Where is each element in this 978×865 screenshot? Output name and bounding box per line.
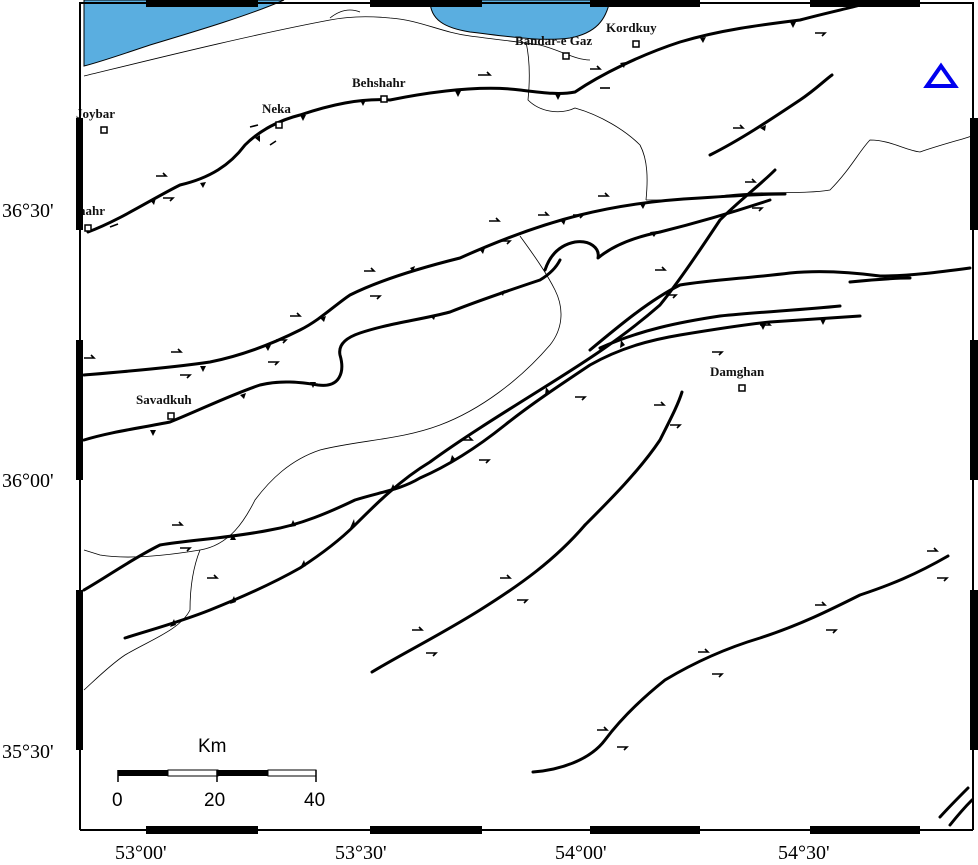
scale-tick-40: 40 [304,790,325,811]
scale-tick-20: 20 [204,790,225,811]
faults [82,3,974,827]
town-neka: Neka [262,101,291,116]
town-damghan: Damghan [710,364,765,379]
scale-tick-0: 0 [112,790,123,811]
slip-arrows [84,32,949,751]
left-frame-edge [76,3,973,834]
town-behshahr: Behshahr [352,75,406,90]
lat-label-1: 36°30' [2,200,54,222]
longitude-labels: 53°00' 53°30' 54°00' 54°30' [115,842,830,864]
province-boundaries [83,9,973,691]
town-labels: Bandar-e Gaz Kordkuy Behshahr Neka Joyba… [40,20,765,407]
town-joybar: Joybar [76,106,115,121]
latitude-labels: 36°30' 36°00' 35°30' [2,200,54,763]
lon-label-2: 53°30' [335,842,387,864]
lat-label-3: 35°30' [2,741,54,763]
town-savadkuh: Savadkuh [136,392,192,407]
triangle-icon [923,62,959,88]
lat-label-2: 36°00' [2,470,54,492]
scale-bar: Km 0 20 40 [112,736,325,811]
map-frame [76,0,978,834]
lon-label-3: 54°00' [555,842,607,864]
caspian-sea [83,0,611,67]
thrust-teeth [150,22,826,627]
town-kordkuy: Kordkuy [606,20,657,35]
lon-label-1: 53°00' [115,842,167,864]
scale-unit: Km [198,736,227,757]
town-markers [84,40,746,420]
town-bandar-e-gaz: Bandar-e Gaz [515,33,592,48]
lon-label-4: 54°30' [778,842,830,864]
